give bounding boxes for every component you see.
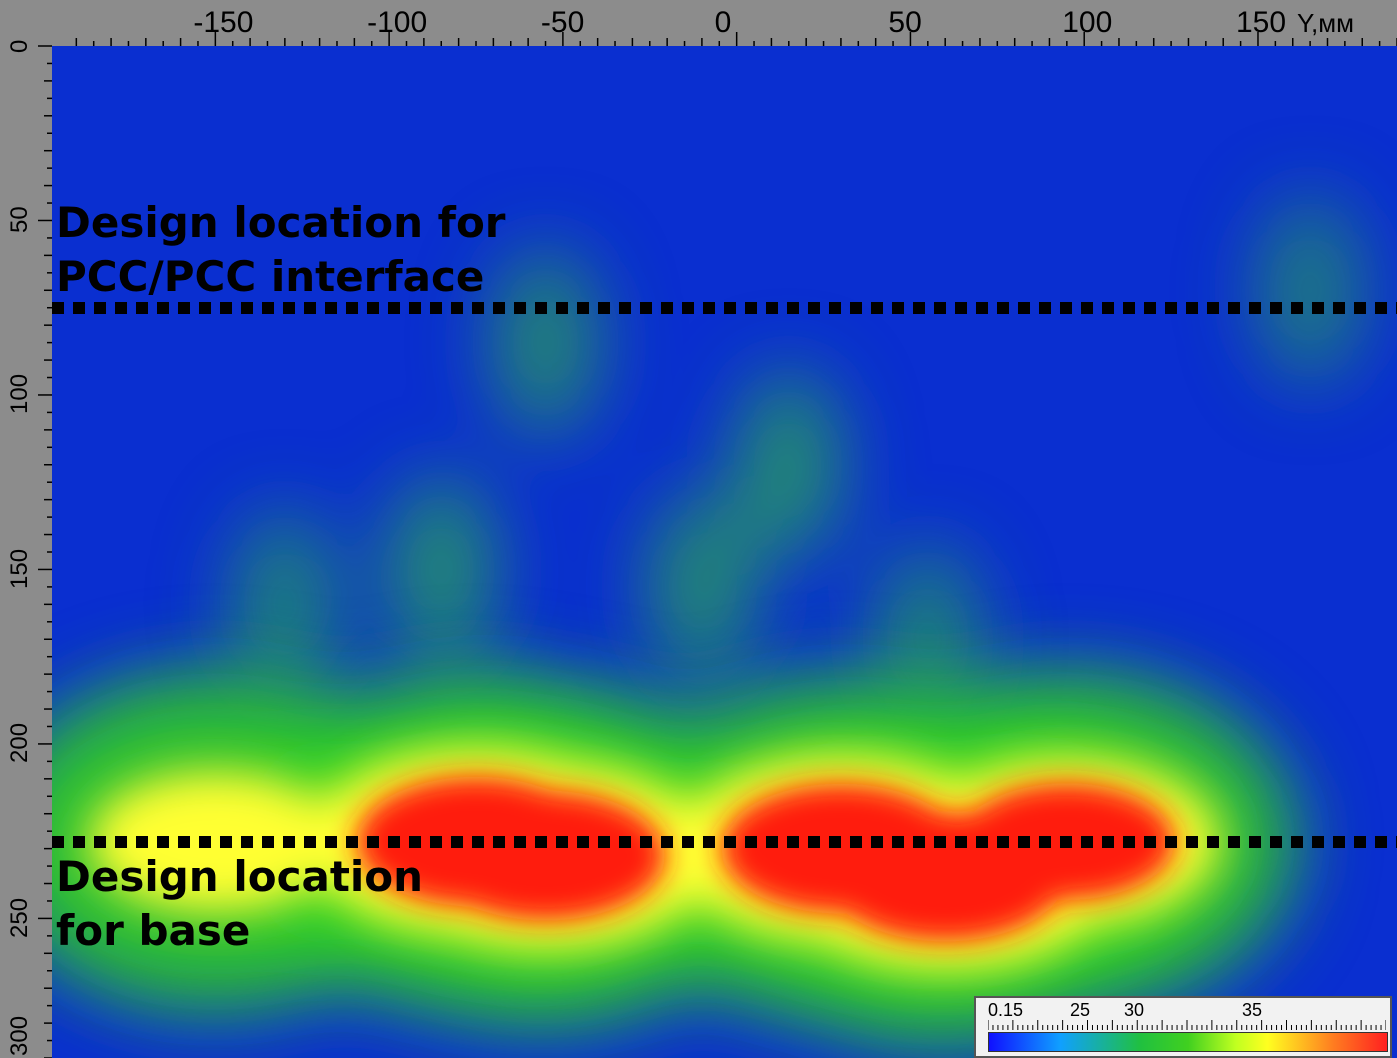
x-tick-label: -50 — [541, 8, 584, 38]
y-tick-label: 0 — [8, 39, 32, 52]
annotation-base-line-2: for base — [56, 904, 423, 958]
weak-feature-4 — [230, 509, 340, 699]
annotation-base-line-1: Design location — [56, 850, 423, 904]
annotation-pcc-interface: Design location for PCC/PCC interface — [56, 196, 506, 304]
x-tick-label: -100 — [367, 8, 427, 38]
reference-line-base — [52, 836, 1397, 848]
legend-tick-label: 0.15 — [988, 1000, 1023, 1021]
legend-ruler-ticks — [988, 1018, 1386, 1030]
y-tick-label: 250 — [8, 898, 32, 938]
x-tick-label: -150 — [193, 8, 253, 38]
color-legend: 0.15 25 30 35 — [974, 996, 1392, 1058]
weak-feature-3 — [386, 474, 496, 664]
y-tick-label: 50 — [8, 207, 32, 234]
weak-feature-2 — [647, 492, 757, 682]
x-tick-label: 50 — [888, 8, 921, 38]
hotspot-core-1 — [426, 791, 666, 921]
legend-tick-label: 35 — [1242, 1000, 1262, 1021]
y-tick-label: 200 — [8, 723, 32, 763]
y-tick-label: 300 — [8, 1016, 32, 1056]
heatmap-plot-area: Design location for PCC/PCC interface De… — [52, 46, 1397, 1058]
legend-tick-label: 25 — [1070, 1000, 1090, 1021]
x-tick-label: 150 — [1236, 8, 1286, 38]
weak-feature-6 — [1255, 195, 1365, 385]
x-tick-label: 0 — [715, 8, 732, 38]
x-tick-label: 100 — [1062, 8, 1112, 38]
x-axis-label: Y,мм — [1297, 8, 1354, 38]
legend-tick-label: 30 — [1124, 1000, 1144, 1021]
y-tick-label: 150 — [8, 549, 32, 589]
annotation-base: Design location for base — [56, 850, 423, 958]
annotation-pcc-line-1: Design location for — [56, 196, 506, 250]
y-tick-label: 100 — [8, 374, 32, 414]
weak-feature-0 — [491, 248, 601, 438]
annotation-pcc-line-2: PCC/PCC interface — [56, 250, 506, 304]
weak-feature-1 — [734, 370, 844, 560]
legend-color-bar — [988, 1032, 1388, 1052]
